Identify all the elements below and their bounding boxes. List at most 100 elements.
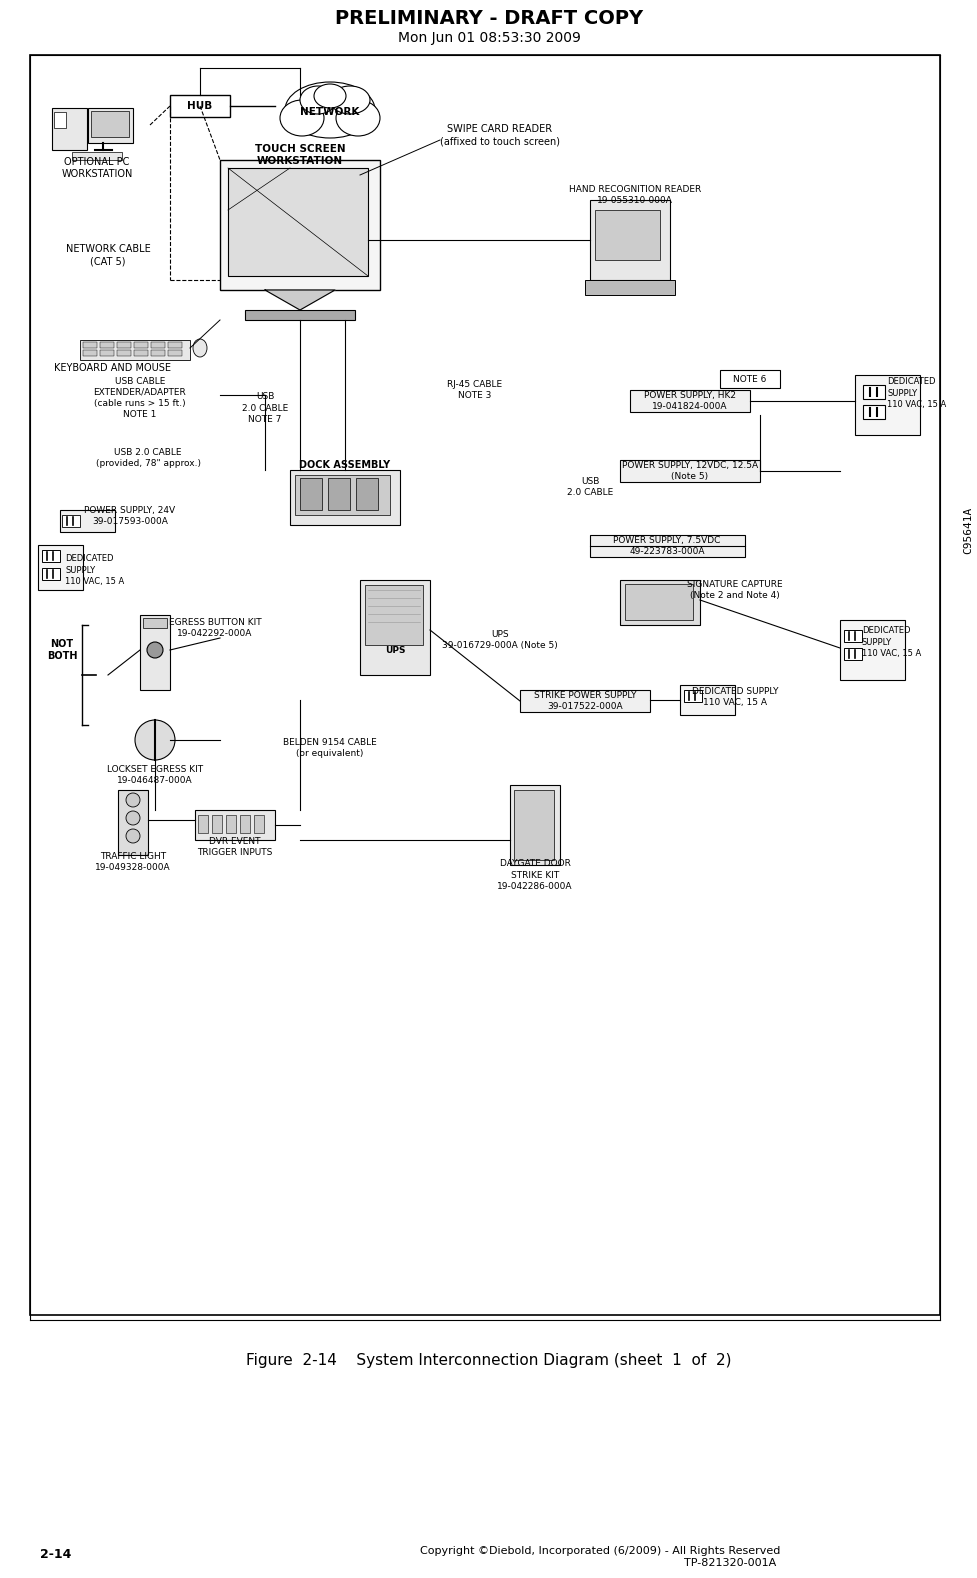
Bar: [54, 112, 65, 128]
Ellipse shape: [192, 339, 207, 357]
Text: EGRESS BUTTON KIT
19-042292-000A: EGRESS BUTTON KIT 19-042292-000A: [168, 619, 261, 638]
Text: USB 2.0 CABLE
(provided, 78" approx.): USB 2.0 CABLE (provided, 78" approx.): [96, 448, 200, 469]
Bar: [194, 810, 275, 839]
Text: DAYGATE DOOR
STRIKE KIT
19-042286-000A: DAYGATE DOOR STRIKE KIT 19-042286-000A: [496, 860, 573, 890]
Bar: [719, 369, 780, 388]
Bar: [843, 649, 861, 660]
Text: UPS: UPS: [384, 645, 404, 655]
Bar: [140, 615, 170, 690]
Text: USB
2.0 CABLE
NOTE 7: USB 2.0 CABLE NOTE 7: [241, 393, 288, 423]
Circle shape: [126, 811, 140, 825]
Bar: [295, 475, 390, 514]
Bar: [584, 279, 674, 295]
Text: USB
2.0 CABLE: USB 2.0 CABLE: [567, 477, 613, 497]
Bar: [100, 342, 114, 349]
Bar: [80, 339, 190, 360]
Bar: [683, 690, 701, 702]
Text: POWER SUPPLY, 7.5VDC
49-223783-000A: POWER SUPPLY, 7.5VDC 49-223783-000A: [613, 537, 720, 555]
Bar: [134, 342, 148, 349]
Bar: [327, 478, 350, 510]
Text: SWIPE CARD READER
(affixed to touch screen): SWIPE CARD READER (affixed to touch scre…: [440, 123, 560, 147]
Circle shape: [126, 794, 140, 806]
Bar: [143, 619, 167, 628]
Text: SIGNATURE CAPTURE
(Note 2 and Note 4): SIGNATURE CAPTURE (Note 2 and Note 4): [687, 581, 782, 600]
Bar: [117, 342, 131, 349]
Text: DEDICATED SUPPLY
110 VAC, 15 A: DEDICATED SUPPLY 110 VAC, 15 A: [691, 686, 778, 707]
Bar: [118, 791, 148, 855]
Ellipse shape: [284, 82, 374, 137]
Bar: [290, 470, 400, 525]
Bar: [150, 350, 165, 357]
Ellipse shape: [314, 84, 346, 107]
Text: RJ-45 CABLE
NOTE 3: RJ-45 CABLE NOTE 3: [447, 380, 502, 401]
Bar: [509, 784, 560, 865]
Bar: [360, 581, 430, 675]
Ellipse shape: [329, 85, 369, 114]
Text: TP-821320-001A: TP-821320-001A: [683, 1557, 776, 1569]
Bar: [42, 568, 60, 581]
Text: PRELIMINARY - DRAFT COPY: PRELIMINARY - DRAFT COPY: [334, 8, 643, 27]
Bar: [228, 167, 367, 276]
Text: DOCK ASSEMBLY: DOCK ASSEMBLY: [299, 461, 390, 470]
Circle shape: [135, 720, 175, 761]
Text: KEYBOARD AND MOUSE: KEYBOARD AND MOUSE: [55, 363, 171, 372]
Ellipse shape: [300, 85, 336, 114]
Bar: [619, 581, 700, 625]
Bar: [88, 107, 133, 144]
Bar: [679, 685, 735, 715]
Text: DVR EVENT
TRIGGER INPUTS: DVR EVENT TRIGGER INPUTS: [197, 836, 273, 857]
Bar: [100, 350, 114, 357]
Circle shape: [147, 642, 163, 658]
Bar: [30, 55, 939, 1314]
Bar: [843, 630, 861, 642]
Bar: [624, 584, 693, 620]
Bar: [83, 342, 97, 349]
Circle shape: [126, 828, 140, 843]
Text: DEDICATED
SUPPLY
110 VAC, 15 A: DEDICATED SUPPLY 110 VAC, 15 A: [861, 626, 920, 658]
Text: NOTE 6: NOTE 6: [733, 374, 766, 383]
Bar: [38, 544, 83, 590]
Bar: [226, 814, 235, 833]
Bar: [254, 814, 264, 833]
Text: POWER SUPPLY, 12VDC, 12.5A
(Note 5): POWER SUPPLY, 12VDC, 12.5A (Note 5): [621, 461, 757, 481]
Bar: [52, 107, 87, 150]
Text: NETWORK CABLE
(CAT 5): NETWORK CABLE (CAT 5): [65, 243, 150, 267]
Bar: [862, 385, 884, 399]
Bar: [220, 159, 380, 290]
Bar: [150, 342, 165, 349]
Text: HUB: HUB: [188, 101, 212, 110]
Text: BELDEN 9154 CABLE
(or equivalent): BELDEN 9154 CABLE (or equivalent): [282, 739, 376, 757]
Polygon shape: [265, 290, 335, 309]
Bar: [60, 510, 115, 532]
Text: DEDICATED
SUPPLY
110 VAC, 15 A: DEDICATED SUPPLY 110 VAC, 15 A: [64, 554, 124, 585]
Text: HAND RECOGNITION READER
19-055310-000A: HAND RECOGNITION READER 19-055310-000A: [569, 185, 701, 205]
Bar: [594, 210, 659, 260]
Text: POWER SUPPLY, 24V
39-017593-000A: POWER SUPPLY, 24V 39-017593-000A: [84, 507, 176, 525]
Bar: [170, 95, 230, 117]
Text: DEDICATED
SUPPLY
110 VAC, 15 A: DEDICATED SUPPLY 110 VAC, 15 A: [886, 377, 946, 409]
Bar: [356, 478, 378, 510]
Bar: [239, 814, 250, 833]
Bar: [589, 200, 669, 279]
Bar: [589, 535, 744, 557]
Bar: [42, 551, 60, 562]
Text: NETWORK: NETWORK: [300, 107, 360, 117]
Ellipse shape: [279, 99, 323, 136]
Bar: [619, 461, 759, 481]
Bar: [134, 350, 148, 357]
Bar: [91, 110, 129, 137]
Bar: [245, 309, 355, 320]
Text: NOT
BOTH: NOT BOTH: [47, 639, 77, 661]
Bar: [72, 151, 122, 159]
Ellipse shape: [336, 99, 380, 136]
Bar: [629, 390, 749, 412]
Bar: [300, 478, 321, 510]
Bar: [854, 376, 919, 436]
Text: C95641A: C95641A: [962, 507, 972, 554]
Text: LOCKSET EGRESS KIT
19-046487-000A: LOCKSET EGRESS KIT 19-046487-000A: [106, 765, 203, 784]
Text: TRAFFIC LIGHT
19-049328-000A: TRAFFIC LIGHT 19-049328-000A: [95, 852, 171, 873]
Text: 2-14: 2-14: [40, 1548, 71, 1562]
Text: Copyright ©Diebold, Incorporated (6/2009) - All Rights Reserved: Copyright ©Diebold, Incorporated (6/2009…: [419, 1546, 780, 1556]
Text: Figure  2-14    System Interconnection Diagram (sheet  1  of  2): Figure 2-14 System Interconnection Diagr…: [246, 1352, 731, 1368]
Text: USB CABLE
EXTENDER/ADAPTER
(cable runs > 15 ft.)
NOTE 1: USB CABLE EXTENDER/ADAPTER (cable runs >…: [94, 377, 187, 420]
